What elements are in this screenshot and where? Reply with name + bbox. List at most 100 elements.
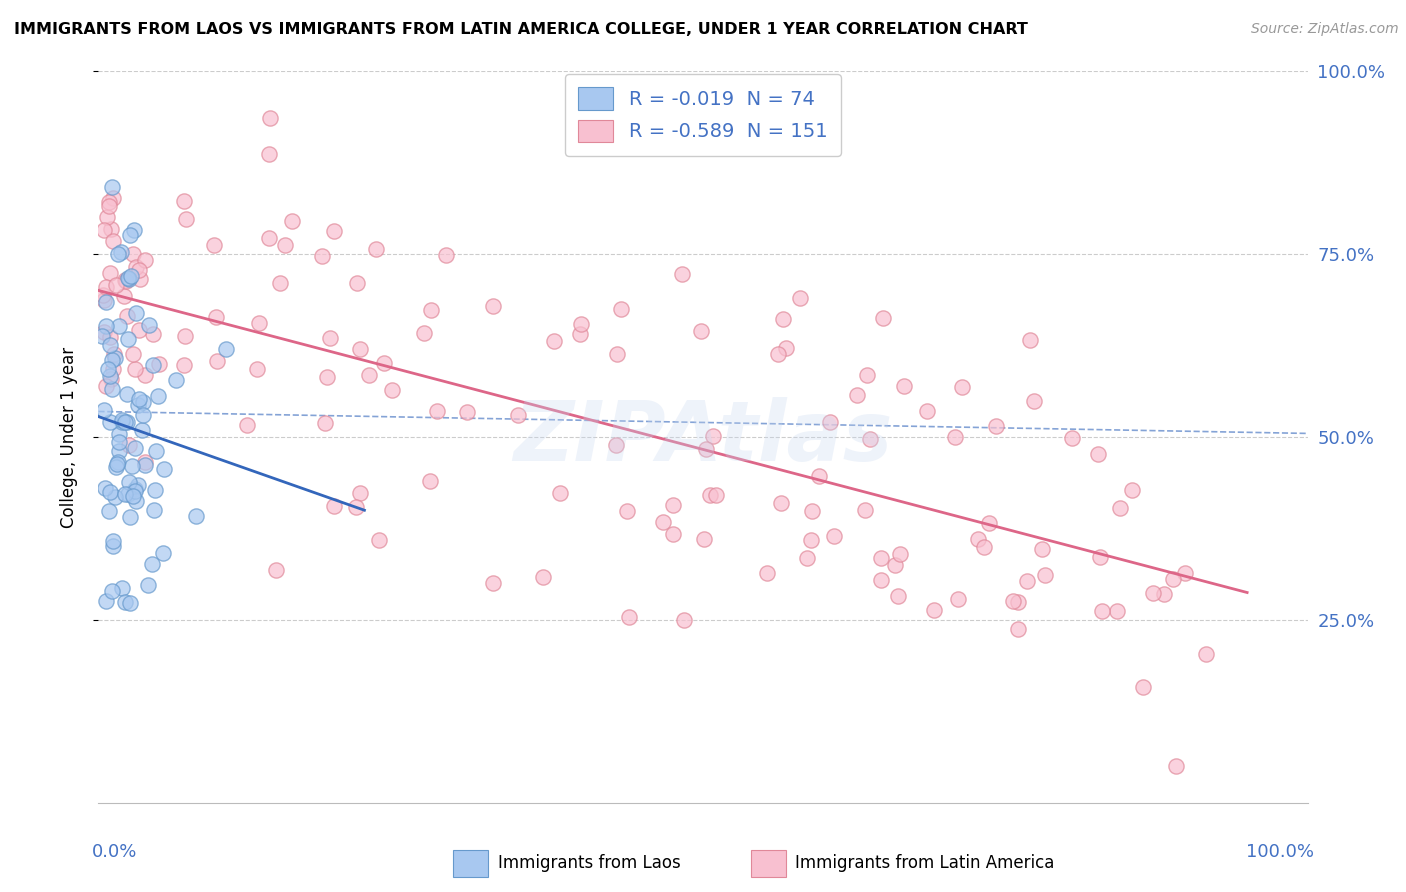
Point bbox=[1087, 447, 1109, 461]
Point bbox=[359, 368, 381, 383]
Point bbox=[323, 224, 346, 238]
Point bbox=[617, 610, 640, 624]
Point bbox=[946, 592, 969, 607]
Point bbox=[107, 455, 129, 469]
Point bbox=[984, 418, 1007, 433]
Y-axis label: College, Under 1 year: College, Under 1 year bbox=[59, 346, 77, 528]
Point bbox=[364, 242, 387, 256]
Point bbox=[145, 443, 167, 458]
Point bbox=[482, 575, 505, 590]
Point bbox=[381, 383, 404, 397]
Point bbox=[368, 533, 391, 547]
Point bbox=[96, 210, 118, 224]
Point bbox=[789, 291, 811, 305]
Point bbox=[943, 429, 966, 443]
Point bbox=[1031, 541, 1053, 556]
Point bbox=[98, 415, 121, 429]
Point bbox=[823, 528, 845, 542]
Legend: R = -0.019  N = 74, R = -0.589  N = 151: R = -0.019 N = 74, R = -0.589 N = 151 bbox=[565, 74, 841, 155]
Point bbox=[702, 429, 724, 443]
Point bbox=[661, 498, 683, 512]
Point bbox=[1105, 604, 1128, 618]
Point bbox=[274, 238, 297, 252]
Point bbox=[425, 404, 447, 418]
Point bbox=[115, 309, 138, 323]
Text: 0.0%: 0.0% bbox=[93, 843, 138, 861]
Point bbox=[101, 361, 124, 376]
Point bbox=[97, 362, 120, 376]
FancyBboxPatch shape bbox=[453, 850, 488, 877]
Point bbox=[134, 368, 156, 382]
Point bbox=[111, 415, 134, 429]
Point bbox=[114, 595, 136, 609]
Point bbox=[93, 223, 115, 237]
Point bbox=[349, 486, 371, 500]
Point bbox=[434, 248, 457, 262]
Point bbox=[122, 347, 145, 361]
Point bbox=[98, 194, 121, 209]
Point bbox=[148, 357, 170, 371]
Point bbox=[94, 594, 117, 608]
Point bbox=[184, 509, 207, 524]
Point bbox=[349, 342, 371, 356]
Point bbox=[104, 277, 127, 292]
Point bbox=[165, 373, 187, 387]
Point bbox=[110, 244, 132, 259]
Point bbox=[1017, 574, 1039, 588]
Text: ZIPAtlas: ZIPAtlas bbox=[513, 397, 893, 477]
Point bbox=[142, 358, 165, 372]
Point bbox=[128, 262, 150, 277]
Point bbox=[314, 417, 336, 431]
Point bbox=[269, 276, 291, 290]
Point bbox=[173, 329, 195, 343]
Point bbox=[103, 539, 125, 553]
Point bbox=[568, 327, 591, 342]
Point bbox=[153, 461, 176, 475]
Point bbox=[146, 389, 169, 403]
Point bbox=[91, 329, 114, 343]
Point bbox=[699, 487, 721, 501]
Point bbox=[115, 415, 138, 429]
Point bbox=[98, 199, 121, 213]
Point bbox=[107, 246, 129, 260]
Point bbox=[973, 540, 995, 554]
Point bbox=[108, 426, 131, 441]
Point bbox=[616, 504, 638, 518]
Point bbox=[101, 584, 124, 599]
Point bbox=[205, 310, 228, 325]
Point bbox=[127, 398, 149, 412]
Point bbox=[548, 485, 571, 500]
Point bbox=[889, 547, 911, 561]
Point bbox=[93, 293, 115, 308]
Point bbox=[108, 318, 131, 333]
Point bbox=[1007, 594, 1029, 608]
Point bbox=[176, 212, 198, 227]
Point bbox=[1091, 604, 1114, 618]
Point bbox=[104, 351, 127, 365]
Point bbox=[344, 500, 367, 515]
Point bbox=[772, 312, 794, 326]
Point bbox=[124, 484, 146, 499]
Point bbox=[114, 415, 136, 429]
Point bbox=[870, 573, 893, 587]
Point bbox=[266, 563, 288, 577]
Point bbox=[117, 332, 139, 346]
Point bbox=[117, 271, 139, 285]
Point bbox=[801, 503, 824, 517]
Point bbox=[323, 499, 346, 513]
Text: Source: ZipAtlas.com: Source: ZipAtlas.com bbox=[1251, 22, 1399, 37]
Point bbox=[977, 516, 1000, 530]
Point bbox=[124, 362, 146, 376]
FancyBboxPatch shape bbox=[751, 850, 786, 877]
Point bbox=[456, 405, 478, 419]
Point bbox=[104, 460, 127, 475]
Point bbox=[610, 301, 633, 316]
Point bbox=[855, 503, 877, 517]
Point bbox=[543, 334, 565, 349]
Point bbox=[766, 347, 789, 361]
Point bbox=[235, 417, 257, 432]
Point bbox=[127, 478, 149, 492]
Point bbox=[281, 214, 304, 228]
Point bbox=[104, 490, 127, 504]
Point bbox=[259, 147, 281, 161]
